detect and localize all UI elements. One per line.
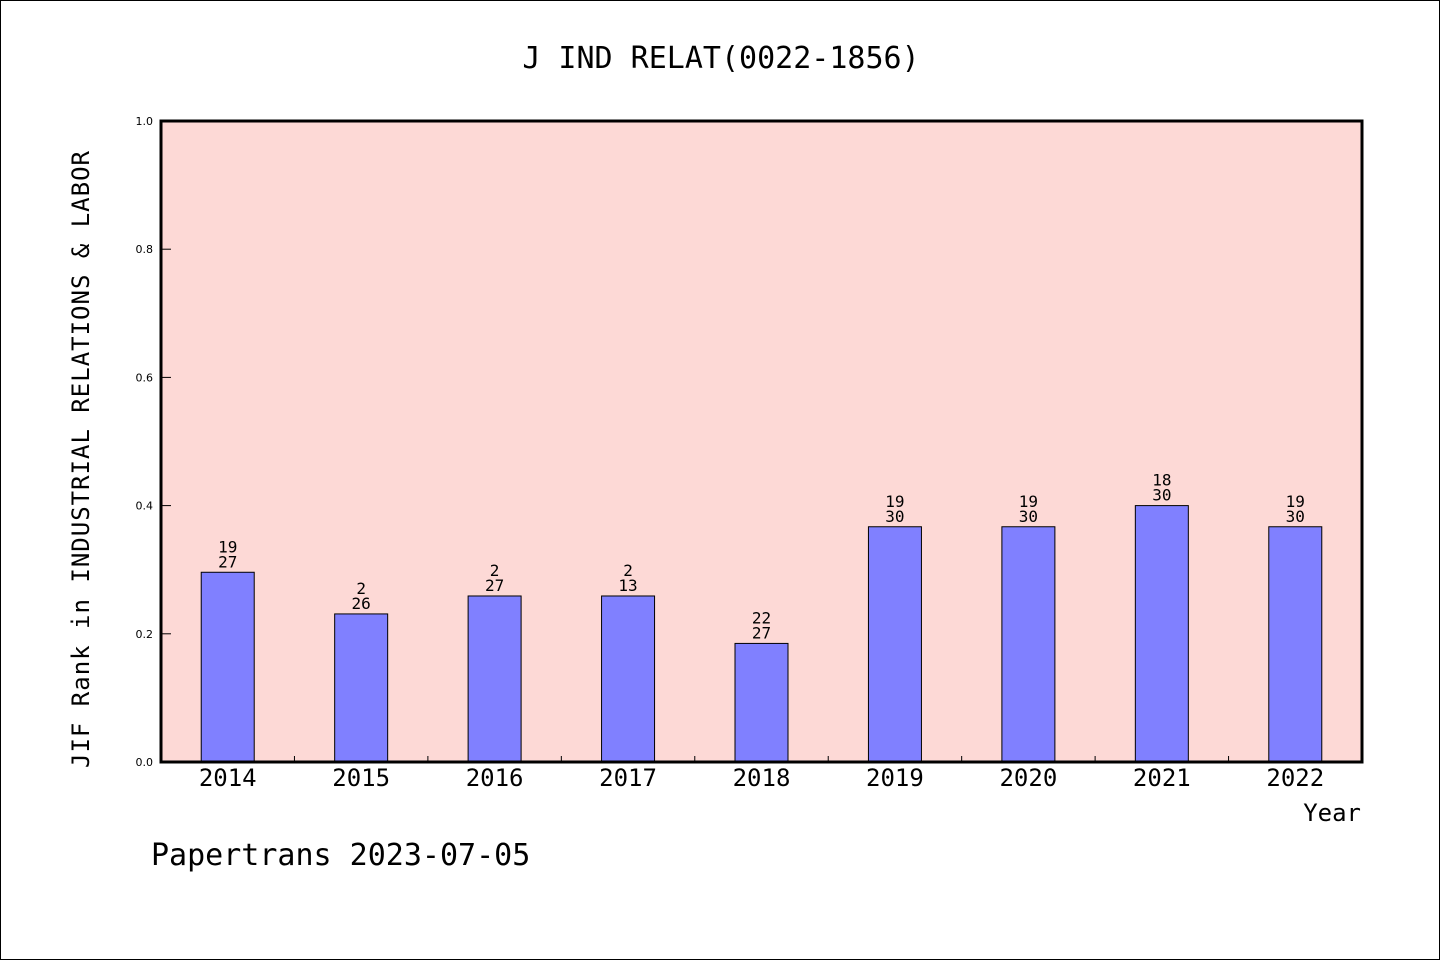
bar-2018 (734, 642, 789, 763)
bar-total-label: 30 (1286, 507, 1305, 526)
x-tick-label: 2014 (199, 764, 257, 792)
y-axis: 0.0 0.2 0.4 0.6 0.8 1.0 (136, 115, 171, 769)
bar-rank-label: 2 (623, 561, 633, 580)
x-tick-label: 2022 (1266, 764, 1324, 792)
x-tick-label: 2019 (866, 764, 924, 792)
y-tick-label: 0.6 (136, 371, 154, 384)
bar-2019 (867, 526, 922, 763)
x-tick-label: 2018 (733, 764, 791, 792)
y-tick-label: 0.8 (136, 243, 154, 256)
bars-group (200, 505, 1323, 763)
bar-rank-label: 19 (1019, 492, 1038, 511)
bar-total-label: 30 (1019, 507, 1038, 526)
bar-total-label: 27 (218, 552, 237, 571)
x-tick-label: 2015 (332, 764, 390, 792)
x-tick-label: 2021 (1133, 764, 1191, 792)
bar-total-label: 27 (752, 623, 771, 642)
bar-total-label: 30 (1152, 486, 1171, 505)
bar-2020 (1001, 526, 1056, 763)
bar-rank-label: 18 (1152, 471, 1171, 490)
x-tick-label: 2017 (599, 764, 657, 792)
bar-2022 (1268, 526, 1323, 763)
chart-title: J IND RELAT(0022-1856) (522, 41, 919, 76)
footer-text: Papertrans 2023-07-05 (151, 838, 530, 873)
bar-rank-label: 19 (218, 537, 237, 556)
y-tick-label: 0.2 (136, 628, 154, 641)
bar-total-label: 13 (618, 576, 637, 595)
y-axis-label: JIF Rank in INDUSTRIAL RELATIONS & LABOR (67, 150, 95, 768)
bar-2021 (1134, 505, 1189, 763)
bar-rank-label: 19 (1286, 492, 1305, 511)
bar-2016 (467, 595, 522, 763)
bar-2014 (200, 571, 255, 763)
x-axis-label: Year (1303, 799, 1361, 827)
bar-rank-label: 2 (356, 579, 366, 598)
bar-2017 (601, 595, 656, 763)
bar-total-label: 27 (485, 576, 504, 595)
y-tick-label: 1.0 (136, 115, 154, 128)
bar-rank-label: 22 (752, 608, 771, 627)
plot-border (159, 119, 1364, 764)
bar-2015 (334, 613, 389, 763)
y-tick-label: 0.0 (136, 756, 154, 769)
x-axis: 2014 2015 2016 2017 2018 2019 2020 2021 2022 (199, 756, 1324, 792)
bar-rank-label: 19 (885, 492, 904, 511)
x-tick-label: 2016 (466, 764, 524, 792)
bar-total-label: 30 (885, 507, 904, 526)
bar-rank-label: 2 (490, 561, 500, 580)
x-tick-label: 2020 (999, 764, 1057, 792)
y-tick-label: 0.4 (136, 500, 154, 513)
bar-total-label: 26 (352, 594, 371, 613)
